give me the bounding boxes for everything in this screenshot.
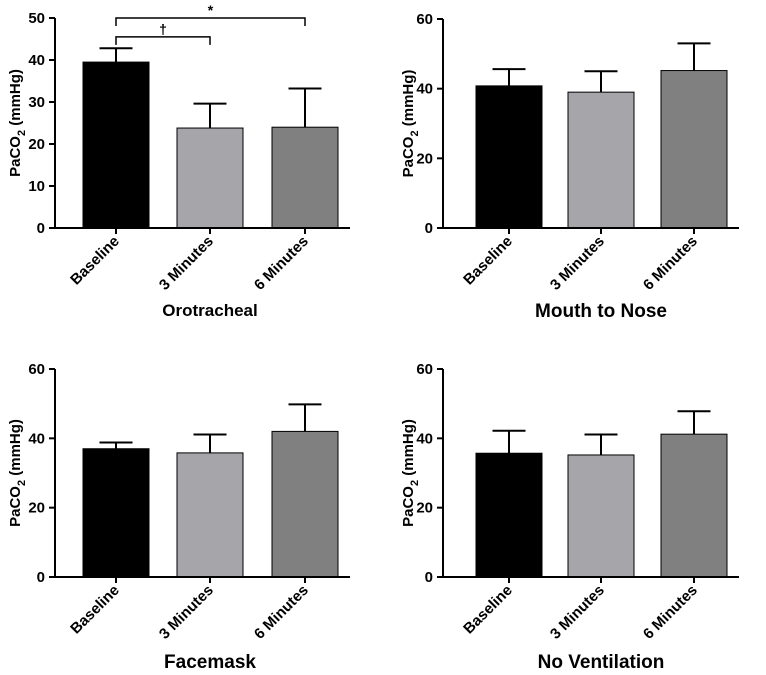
x-tick-label: Baseline [67,582,123,638]
bar [660,70,728,229]
y-tick-label: 20 [416,150,433,167]
panel-title: Facemask [164,652,256,673]
x-tick-label: 6 Minutes [251,233,312,294]
chart-panel: 0 20 40 60 Baseline 3 Minutes 6 Minutes PaCO2 (… [400,361,739,673]
bar [475,85,543,229]
y-tick-label: 40 [416,81,433,98]
bar [176,127,244,229]
x-tick-label: 6 Minutes [251,582,312,643]
y-tick-label: 0 [425,220,433,237]
x-tick-label: 3 Minutes [547,233,608,294]
y-tick-label: 10 [28,178,45,195]
y-tick-label: 40 [28,430,45,447]
bar [176,452,244,578]
y-axis-label: PaCO2 (mmHg) [7,419,28,527]
y-tick-label: 20 [28,136,45,153]
panel-title: Mouth to Nose [535,301,667,322]
x-tick-label: Baseline [460,582,516,638]
chart-panel: 0 20 40 60 Baseline 3 Minutes 6 Minutes PaCO2 (… [7,361,350,673]
y-tick-label: 20 [28,500,45,517]
panel-title: Orotracheal [162,301,257,320]
y-tick-label: 40 [28,52,45,69]
x-tick-label: 3 Minutes [156,582,217,643]
significance-marker: † [159,21,167,37]
y-tick-label: 60 [416,361,433,378]
x-tick-label: Baseline [460,233,516,289]
x-tick-label: 6 Minutes [640,233,701,294]
chart-panel: 0 20 40 60 Baseline 3 Minutes 6 Minutes PaCO2 (… [400,11,739,322]
y-tick-label: 0 [425,569,433,586]
bar [660,433,728,578]
y-tick-label: 60 [416,11,433,28]
bar [271,430,339,578]
bar [567,91,635,229]
panel-title: No Ventilation [538,652,665,673]
x-tick-label: 3 Minutes [156,233,217,294]
chart-panel: 0 10 20 30 40 50 Baseline 3 Minutes 6 Minutes PaC… [7,2,350,320]
y-tick-label: 40 [416,430,433,447]
y-tick-label: 30 [28,94,45,111]
significance-bracket [115,17,306,26]
y-tick-label: 20 [416,500,433,517]
significance-bracket [115,36,211,45]
y-axis-label: PaCO2 (mmHg) [7,69,28,177]
bar [82,61,150,229]
y-tick-label: 50 [28,10,45,27]
y-axis-label: PaCO2 (mmHg) [400,70,421,178]
x-tick-label: 6 Minutes [640,582,701,643]
y-tick-label: 60 [28,361,45,378]
x-tick-label: 3 Minutes [547,582,608,643]
bar [567,454,635,578]
x-tick-label: Baseline [67,233,123,289]
y-axis-label: PaCO2 (mmHg) [400,419,421,527]
bar [271,126,339,229]
y-tick-label: 0 [37,569,45,586]
y-tick-label: 0 [37,220,45,237]
bar [475,452,543,578]
bar [82,448,150,578]
significance-marker: * [208,2,214,18]
